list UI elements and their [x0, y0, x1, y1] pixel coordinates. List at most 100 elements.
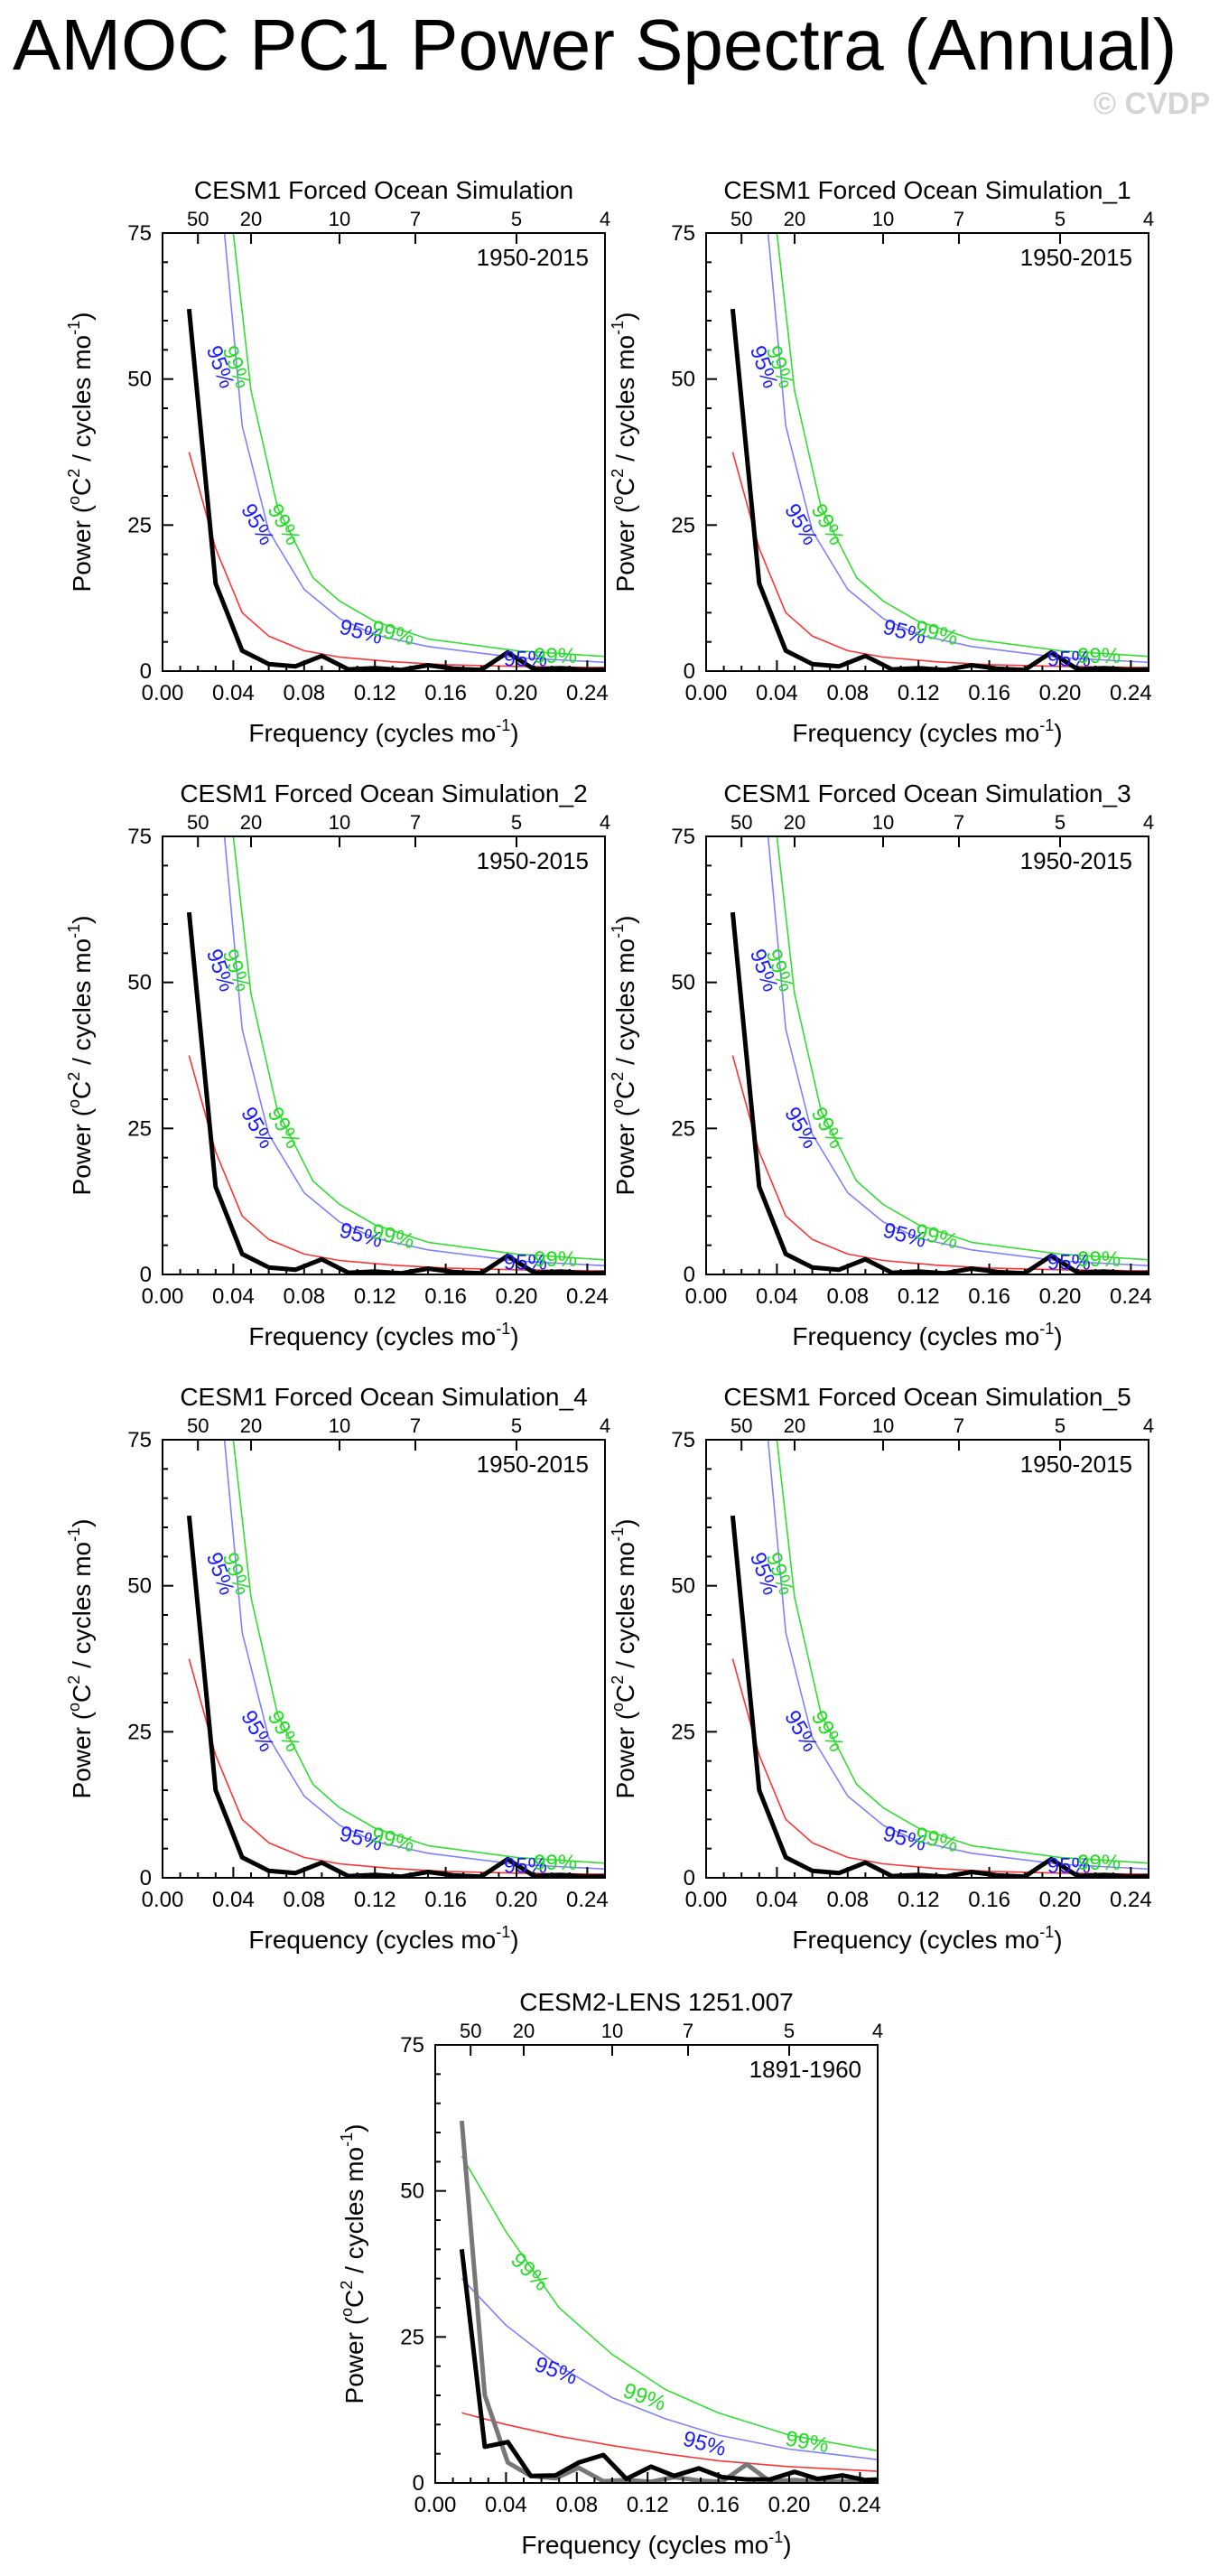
x-axis-label: Frequency (cycles mo-1): [792, 1923, 1062, 1954]
x-tick-label: 0.00: [685, 681, 728, 705]
year-range-label: 1950-2015: [1020, 847, 1132, 874]
y-tick-label: 75: [671, 1428, 695, 1452]
y-tick-label: 0: [140, 1263, 152, 1287]
period-tick-label: 50: [187, 208, 209, 230]
x-tick-label: 0.20: [768, 2493, 811, 2517]
period-tick-label: 20: [240, 1414, 262, 1437]
y-tick-label: 75: [671, 221, 695, 246]
plot-area: [730, 1440, 1149, 1878]
series-99pct-line: [232, 836, 605, 1261]
period-tick-label: 7: [683, 2020, 693, 2042]
period-tick-label: 5: [511, 208, 522, 230]
series-95pct-line: [767, 836, 1149, 1267]
spectrum-chart-5: 95%95%95%95%99%99%99%99%0.00 0.04 0.08 0.12…: [609, 1383, 1154, 1954]
y-tick-label: 50: [671, 368, 695, 392]
chart-title: CESM1 Forced Ocean Simulation_1: [723, 176, 1131, 204]
plot-area: [186, 1440, 605, 1878]
y-tick-label: 0: [140, 1866, 152, 1890]
period-tick-label: 20: [513, 2020, 535, 2042]
y-axis-label: Power (oC2 / cycles mo-1): [65, 1519, 96, 1799]
series-95pct-line: [223, 836, 605, 1267]
plot-area: [459, 2120, 878, 2483]
year-range-label: 1950-2015: [477, 244, 589, 271]
period-tick-label: 50: [187, 1414, 209, 1437]
series-95pct-line: [461, 2278, 878, 2460]
series-99pct-line: [232, 233, 605, 658]
plot-frame: [162, 1439, 606, 1879]
ci95-label: 95%: [504, 1251, 547, 1275]
x-tick-label: 0.20: [496, 1284, 538, 1309]
ci95-label: 95%: [1047, 1251, 1091, 1275]
period-tick-label: 10: [329, 208, 350, 230]
x-tick-label: 0.08: [283, 1888, 325, 1912]
x-tick-label: 0.12: [354, 681, 396, 705]
y-tick-label: 25: [400, 2325, 424, 2349]
series-95pct-line: [767, 1440, 1149, 1871]
x-tick-label: 0.24: [566, 1284, 609, 1309]
period-tick-label: 10: [872, 1414, 894, 1437]
ci95-label: 95%: [1047, 648, 1091, 672]
period-tick-label: 50: [460, 2020, 481, 2042]
plot-area: [186, 836, 605, 1274]
period-tick-label: 20: [784, 811, 805, 834]
ci95-label: 95%: [1047, 1854, 1091, 1879]
y-tick-label: 25: [671, 1116, 695, 1141]
x-tick-label: 0.20: [496, 1888, 538, 1912]
x-tick-label: 0.04: [212, 1284, 255, 1309]
chart-title: CESM2-LENS 1251.007: [519, 1988, 794, 2016]
period-tick-label: 4: [600, 1414, 610, 1437]
period-tick-label: 5: [511, 811, 522, 834]
y-tick-label: 25: [671, 1720, 695, 1744]
x-axis-label: Frequency (cycles mo-1): [248, 1923, 518, 1954]
series-spectrum-line: [730, 308, 1149, 671]
x-tick-label: 0.24: [1110, 1284, 1152, 1309]
period-tick-label: 4: [1143, 811, 1154, 834]
x-tick-label: 0.08: [283, 1284, 325, 1309]
x-tick-label: 0.16: [968, 1888, 1010, 1912]
x-tick-label: 0.24: [1110, 681, 1152, 705]
period-tick-label: 20: [240, 208, 262, 230]
x-tick-label: 0.00: [685, 1888, 728, 1912]
y-tick-label: 25: [671, 513, 695, 537]
period-tick-label: 7: [954, 811, 964, 834]
y-tick-label: 50: [671, 971, 695, 995]
y-axis-label: Power (oC2 / cycles mo-1): [609, 1519, 639, 1799]
x-tick-label: 0.00: [142, 1888, 184, 1912]
x-tick-label: 0.04: [485, 2493, 527, 2517]
y-tick-label: 0: [140, 659, 152, 684]
plot-frame: [162, 232, 606, 672]
y-tick-label: 0: [684, 1866, 695, 1890]
y-tick-label: 25: [127, 1720, 152, 1744]
series-spectrum-line: [459, 2249, 878, 2483]
y-tick-label: 0: [684, 1263, 695, 1287]
x-tick-label: 0.24: [566, 681, 609, 705]
period-tick-label: 20: [240, 811, 262, 834]
x-tick-label: 0.20: [1039, 1888, 1082, 1912]
chart-title: CESM1 Forced Ocean Simulation: [194, 176, 573, 204]
period-tick-label: 4: [600, 208, 610, 230]
x-tick-label: 0.20: [1039, 681, 1082, 705]
series-99pct-line: [776, 836, 1149, 1261]
series-99pct-line: [776, 1440, 1149, 1864]
x-tick-label: 0.00: [414, 2493, 457, 2517]
year-range-label: 1891-1960: [749, 2056, 861, 2083]
chart-title: CESM1 Forced Ocean Simulation_4: [180, 1383, 587, 1411]
period-tick-label: 4: [1143, 208, 1154, 230]
spectrum-chart-3: 95%95%95%95%99%99%99%99%0.00 0.04 0.08 0.12…: [609, 779, 1154, 1350]
period-tick-label: 10: [872, 208, 894, 230]
y-axis-label: Power (oC2 / cycles mo-1): [609, 916, 639, 1196]
y-tick-label: 75: [127, 221, 152, 246]
x-tick-label: 0.12: [627, 2493, 669, 2517]
period-tick-label: 10: [329, 811, 350, 834]
period-tick-label: 50: [730, 1414, 752, 1437]
x-tick-label: 0.16: [968, 1284, 1010, 1309]
x-tick-label: 0.16: [424, 1888, 467, 1912]
period-tick-label: 50: [730, 811, 752, 834]
x-tick-label: 0.04: [212, 1888, 255, 1912]
chart-title: CESM1 Forced Ocean Simulation_5: [723, 1383, 1131, 1411]
x-tick-label: 0.12: [354, 1284, 396, 1309]
x-tick-label: 0.24: [566, 1888, 609, 1912]
x-tick-label: 0.12: [898, 1888, 940, 1912]
plot-area: [730, 233, 1149, 671]
y-axis-label: Power (oC2 / cycles mo-1): [338, 2124, 368, 2404]
